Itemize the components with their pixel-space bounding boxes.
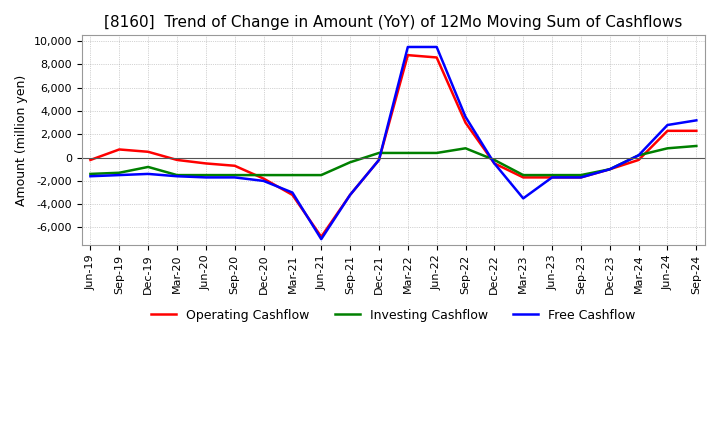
Free Cashflow: [634, 153, 643, 158]
Operating Cashflow: [692, 128, 701, 133]
Free Cashflow: [403, 44, 412, 50]
Operating Cashflow: [403, 52, 412, 58]
Operating Cashflow: [663, 128, 672, 133]
Free Cashflow: [519, 196, 528, 201]
Investing Cashflow: [490, 158, 499, 163]
Investing Cashflow: [173, 172, 181, 178]
Investing Cashflow: [606, 167, 614, 172]
Operating Cashflow: [634, 158, 643, 163]
Operating Cashflow: [577, 175, 585, 180]
Free Cashflow: [173, 174, 181, 179]
Title: [8160]  Trend of Change in Amount (YoY) of 12Mo Moving Sum of Cashflows: [8160] Trend of Change in Amount (YoY) o…: [104, 15, 683, 30]
Free Cashflow: [663, 122, 672, 128]
Free Cashflow: [606, 167, 614, 172]
Investing Cashflow: [692, 143, 701, 149]
Operating Cashflow: [346, 192, 354, 198]
Free Cashflow: [490, 161, 499, 166]
Free Cashflow: [202, 175, 210, 180]
Free Cashflow: [317, 236, 325, 242]
Line: Operating Cashflow: Operating Cashflow: [91, 55, 696, 237]
Investing Cashflow: [230, 172, 239, 178]
Legend: Operating Cashflow, Investing Cashflow, Free Cashflow: Operating Cashflow, Investing Cashflow, …: [146, 304, 640, 327]
Operating Cashflow: [115, 147, 124, 152]
Free Cashflow: [230, 175, 239, 180]
Investing Cashflow: [86, 171, 95, 176]
Investing Cashflow: [663, 146, 672, 151]
Operating Cashflow: [259, 176, 268, 181]
Free Cashflow: [577, 175, 585, 180]
Free Cashflow: [692, 118, 701, 123]
Operating Cashflow: [86, 158, 95, 163]
Free Cashflow: [374, 158, 383, 163]
Operating Cashflow: [317, 234, 325, 239]
Investing Cashflow: [548, 172, 557, 178]
Operating Cashflow: [432, 55, 441, 60]
Investing Cashflow: [462, 146, 470, 151]
Operating Cashflow: [144, 149, 153, 154]
Y-axis label: Amount (million yen): Amount (million yen): [15, 74, 28, 206]
Investing Cashflow: [317, 172, 325, 178]
Line: Free Cashflow: Free Cashflow: [91, 47, 696, 239]
Investing Cashflow: [144, 164, 153, 169]
Investing Cashflow: [519, 172, 528, 178]
Investing Cashflow: [259, 172, 268, 178]
Investing Cashflow: [577, 172, 585, 178]
Operating Cashflow: [462, 120, 470, 125]
Operating Cashflow: [374, 158, 383, 163]
Operating Cashflow: [173, 158, 181, 163]
Investing Cashflow: [202, 172, 210, 178]
Free Cashflow: [462, 114, 470, 120]
Line: Investing Cashflow: Investing Cashflow: [91, 146, 696, 175]
Investing Cashflow: [432, 150, 441, 156]
Operating Cashflow: [548, 175, 557, 180]
Investing Cashflow: [115, 170, 124, 176]
Investing Cashflow: [346, 160, 354, 165]
Investing Cashflow: [403, 150, 412, 156]
Operating Cashflow: [202, 161, 210, 166]
Operating Cashflow: [230, 163, 239, 169]
Free Cashflow: [115, 172, 124, 178]
Free Cashflow: [432, 44, 441, 50]
Operating Cashflow: [288, 192, 297, 198]
Free Cashflow: [144, 171, 153, 176]
Free Cashflow: [259, 178, 268, 183]
Free Cashflow: [86, 174, 95, 179]
Operating Cashflow: [606, 167, 614, 172]
Investing Cashflow: [634, 153, 643, 158]
Free Cashflow: [548, 175, 557, 180]
Free Cashflow: [288, 190, 297, 195]
Operating Cashflow: [519, 175, 528, 180]
Investing Cashflow: [288, 172, 297, 178]
Free Cashflow: [346, 192, 354, 198]
Operating Cashflow: [490, 161, 499, 166]
Investing Cashflow: [374, 150, 383, 156]
